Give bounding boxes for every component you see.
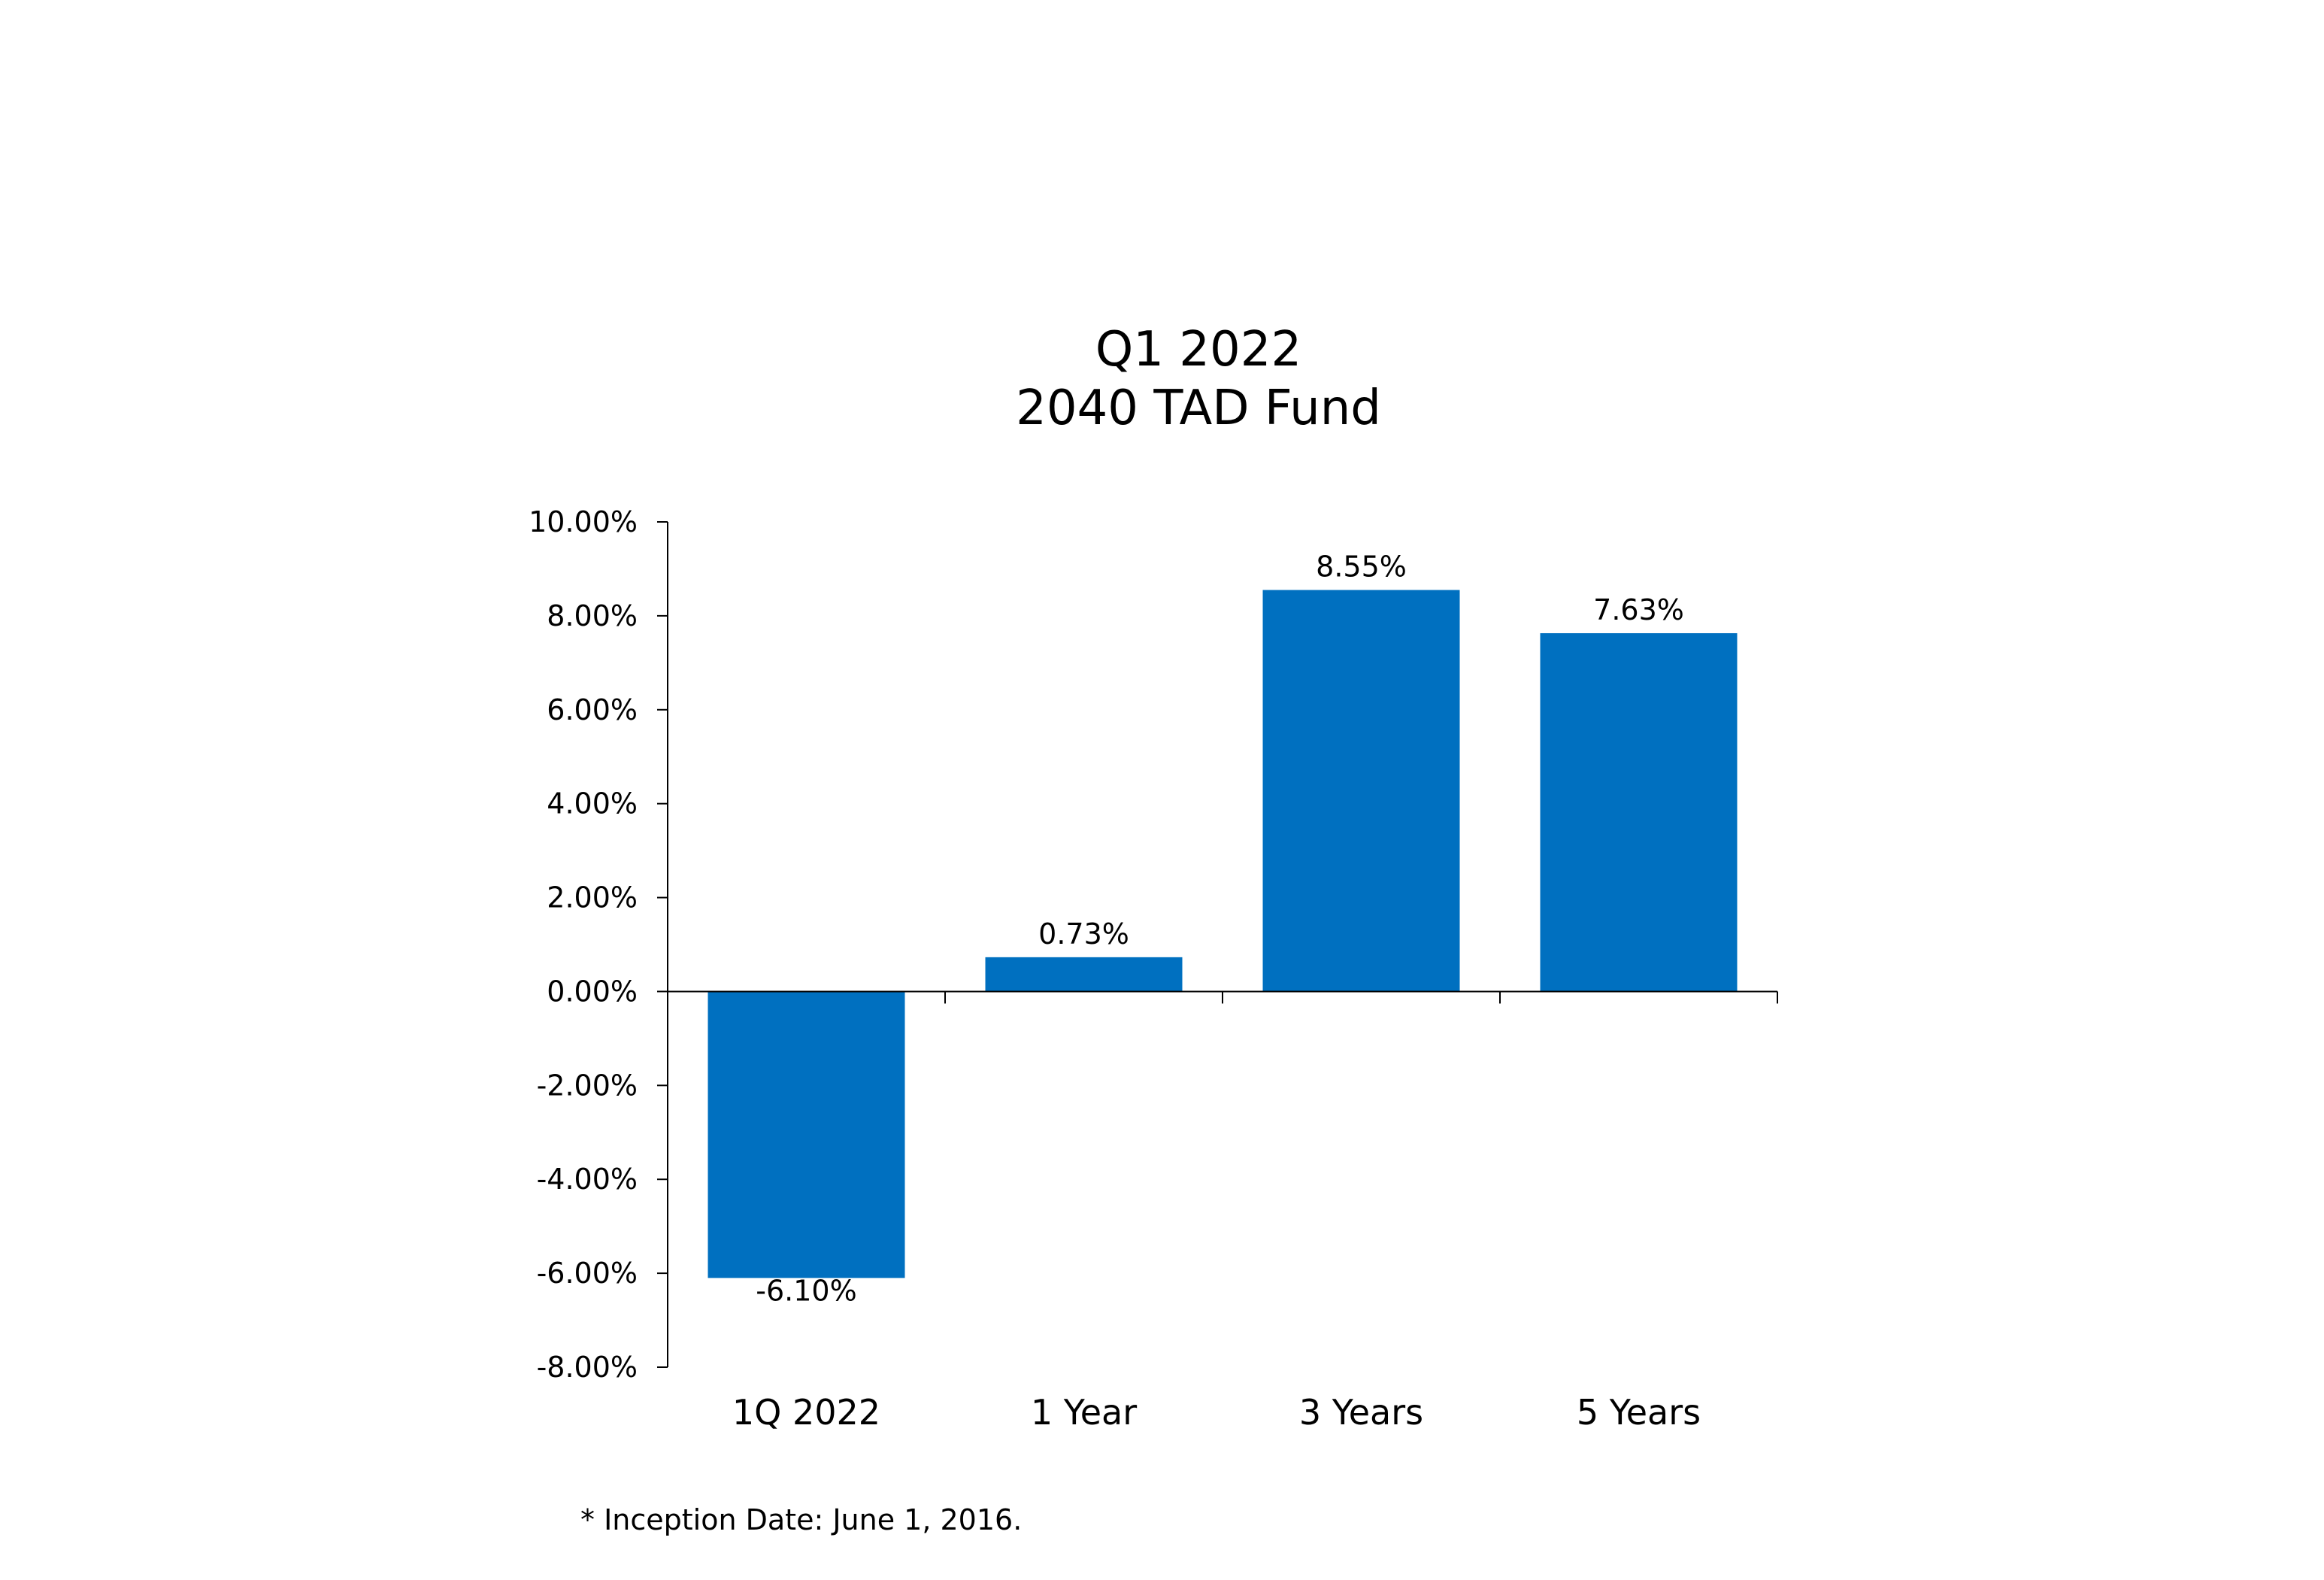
x-axis [668,990,1778,1004]
inception-date-footnote: * Inception Date: June 1, 2016. [580,1503,1022,1536]
y-tick-label: -4.00% [537,1163,638,1196]
y-tick-label: 4.00% [547,787,638,820]
data-labels: -6.10% 0.73% 8.55% 7.63% [756,550,1684,1308]
y-tick-label: 0.00% [547,975,638,1008]
y-tick-label: 6.00% [547,693,638,726]
bar-value-label: 7.63% [1593,593,1684,626]
category-label: 3 Years [1299,1392,1423,1433]
y-tick-label: 2.00% [547,881,638,914]
bar-value-label: -6.10% [756,1274,856,1307]
y-axis: 10.00% 8.00% 6.00% 4.00% 2.00% 0.00% -2.00% -4.… [529,505,668,1384]
category-label: 1 Year [1031,1392,1137,1433]
category-label: 5 Years [1577,1392,1701,1433]
y-tick-label: -2.00% [537,1069,638,1102]
y-tick-label: -8.00% [537,1351,638,1384]
bar [1540,632,1738,992]
bar-value-label: 0.73% [1038,917,1129,951]
bar [985,957,1183,992]
category-label: 1Q 2022 [732,1392,880,1433]
bar [1262,590,1460,992]
bar-value-label: 8.55% [1316,550,1407,584]
chart-title: Q1 2022 2040 TAD Fund [1016,322,1381,436]
bars [708,590,1738,1278]
bar [708,991,905,1278]
y-tick-label: -6.00% [537,1257,638,1290]
chart-title-line-1: Q1 2022 [1095,322,1301,378]
chart-title-line-2: 2040 TAD Fund [1016,381,1381,436]
category-labels: 1Q 2022 1 Year 3 Years 5 Years [732,1392,1701,1433]
y-tick-label: 8.00% [547,599,638,632]
y-tick-label: 10.00% [529,505,638,538]
